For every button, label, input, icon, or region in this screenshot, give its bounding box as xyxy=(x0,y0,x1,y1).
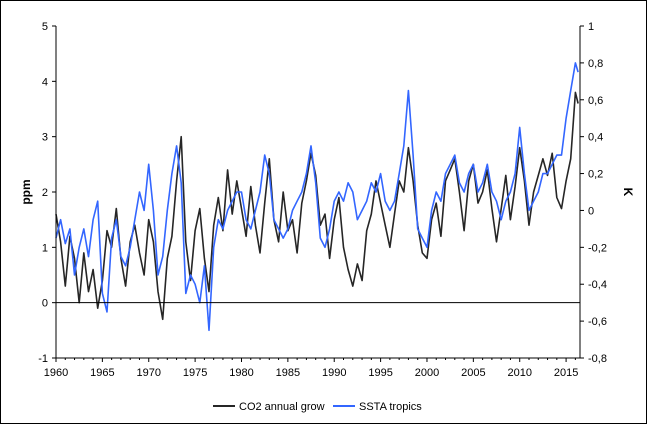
x-tick-label: 1985 xyxy=(276,367,300,379)
left-y-tick-label: 2 xyxy=(42,187,48,199)
legend-label: CO2 annual grow xyxy=(239,401,325,413)
legend-label: SSTA tropics xyxy=(359,401,422,413)
left-y-tick-label: 4 xyxy=(42,76,48,88)
x-tick-label: 1960 xyxy=(44,367,68,379)
x-tick-label: 1990 xyxy=(322,367,346,379)
x-tick-label: 2000 xyxy=(415,367,439,379)
left-y-ticks: -1 0 1 2 3 4 5 xyxy=(38,21,56,365)
left-y-tick-label: 0 xyxy=(42,298,48,310)
left-y-tick-label: -1 xyxy=(38,353,48,365)
left-y-tick-label: 3 xyxy=(42,132,48,144)
x-ticks: 1960 1965 1970 1975 1980 1985 1990 1995 2000 2005… xyxy=(44,357,580,379)
legend: CO2 annual grow SSTA tropics xyxy=(213,401,422,413)
right-y-tick-label: -0,6 xyxy=(588,316,607,328)
right-y-tick-label: -0,4 xyxy=(588,279,607,291)
right-y-tick-label: -0,2 xyxy=(588,242,607,254)
x-tick-label: 1975 xyxy=(183,367,207,379)
right-y-tick-label: 0,2 xyxy=(588,169,603,181)
right-y-tick-label: 0,8 xyxy=(588,58,603,70)
x-tick-label: 2015 xyxy=(554,367,578,379)
right-y-tick-label: 0 xyxy=(588,205,594,217)
series-line-ssta-tropics xyxy=(55,62,579,332)
right-y-tick-label: -0,8 xyxy=(588,353,607,365)
right-y-tick-label: 0,4 xyxy=(588,132,603,144)
series-line-co2-annual-grow xyxy=(55,91,579,321)
right-axis-label: K xyxy=(621,188,635,197)
x-tick-label: 1980 xyxy=(229,367,253,379)
x-tick-label: 1965 xyxy=(90,367,114,379)
x-tick-label: 1995 xyxy=(368,367,392,379)
x-tick-label: 2005 xyxy=(461,367,485,379)
x-tick-label: 1970 xyxy=(137,367,161,379)
right-y-ticks: -0,8 -0,6 -0,4 -0,2 0 0,2 0,4 0,6 0,8 1 xyxy=(580,21,607,365)
left-y-tick-label: 1 xyxy=(42,242,48,254)
left-axis-label: ppm xyxy=(19,179,33,204)
right-y-tick-label: 1 xyxy=(588,21,594,33)
left-y-tick-label: 5 xyxy=(42,21,48,33)
x-tick-label: 2010 xyxy=(507,367,531,379)
series-layer xyxy=(55,62,579,332)
right-y-tick-label: 0,6 xyxy=(588,95,603,107)
